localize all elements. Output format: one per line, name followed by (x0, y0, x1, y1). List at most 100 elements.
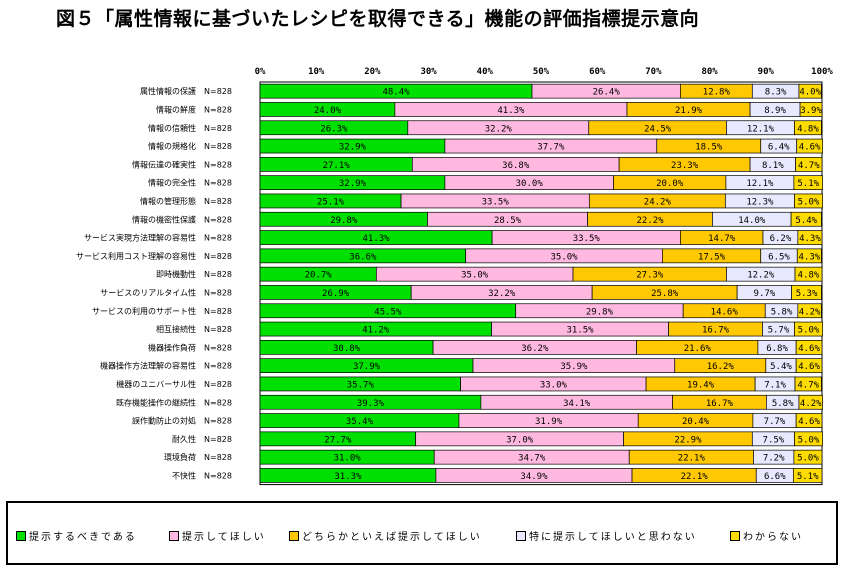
data-label: 30.8% (333, 344, 361, 354)
data-label: 14.7% (708, 234, 736, 244)
category-label: 不快性 N=828 (172, 470, 232, 480)
data-label: 4.2% (800, 399, 822, 409)
data-label: 26.4% (593, 88, 621, 98)
data-label: 41.2% (362, 326, 390, 336)
bar-segment (793, 449, 823, 465)
data-label: 6.8% (766, 344, 788, 354)
data-label: 37.7% (537, 143, 565, 153)
data-label: 6.6% (764, 472, 786, 482)
legend-label: 提示してほしい (182, 532, 266, 543)
data-label: 34.9% (520, 472, 548, 482)
data-label: 35.9% (560, 362, 588, 372)
data-label: 33.0% (540, 380, 568, 390)
data-label: 16.2% (707, 362, 735, 372)
data-label: 7.5% (763, 435, 785, 445)
data-label: 26.9% (322, 289, 350, 299)
bar-segment (797, 230, 823, 245)
data-label: 5.4% (770, 362, 792, 372)
data-label: 28.5% (494, 216, 522, 226)
data-label: 4.3% (799, 252, 821, 262)
x-tick-label: 100% (811, 67, 833, 77)
data-label: 27.1% (323, 161, 351, 171)
data-label: 7.1% (764, 380, 786, 390)
data-label: 20.7% (305, 271, 333, 281)
data-label: 25.1% (317, 197, 345, 207)
bar-segment (797, 303, 822, 319)
legend-label: どちらかといえば提示してほしい (302, 532, 482, 543)
category-label: 誤作動防止の対処 N=828 (132, 416, 232, 426)
plot-frame (259, 81, 823, 486)
data-label: 6.4% (768, 143, 790, 153)
bar-segment (794, 431, 823, 447)
data-label: 14.6% (711, 307, 739, 317)
data-label: 35.7% (347, 380, 375, 390)
legend-swatch (16, 530, 26, 541)
data-label: 4.6% (798, 344, 820, 354)
data-label: 5.4% (795, 216, 817, 226)
x-tick-label: 90% (758, 67, 775, 77)
category-label: 情報の信頼性 N=828 (148, 123, 232, 133)
data-label: 23.3% (671, 161, 699, 171)
data-label: 32.2% (485, 124, 513, 134)
bar-segment (793, 175, 823, 190)
legend-item: 特に提示してほしいと思わない (516, 528, 697, 543)
x-tick-label: 30% (420, 67, 437, 77)
category-label: 情報の管理形態 N=828 (140, 196, 232, 206)
category-label: 耐久性 N=828 (172, 434, 232, 444)
data-label: 24.2% (644, 197, 672, 207)
data-label: 7.7% (764, 417, 786, 427)
data-label: 3.9% (800, 106, 822, 116)
legend-swatch (169, 530, 179, 541)
data-label: 8.3% (765, 88, 787, 98)
legend: 提示するべきである 提示してほしい どちらかといえば提示してほしい 特に提示してほしい… (6, 501, 838, 565)
data-label: 32.2% (488, 289, 516, 299)
data-label: 29.8% (586, 307, 614, 317)
data-label: 4.8% (798, 271, 820, 281)
data-label: 34.7% (518, 454, 546, 464)
bar-segment (792, 468, 823, 483)
data-label: 41.3% (497, 106, 525, 116)
data-label: 4.6% (798, 362, 820, 372)
data-label: 48.4% (382, 88, 410, 98)
data-label: 12.3% (746, 197, 774, 207)
bar-segment (794, 266, 823, 282)
data-label: 31.9% (535, 417, 563, 427)
data-label: 30.0% (516, 179, 544, 189)
data-label: 24.5% (644, 124, 672, 134)
data-label: 21.6% (684, 344, 712, 354)
data-label: 5.7% (768, 326, 790, 336)
bar-segment (796, 138, 823, 154)
category-label: 情報の機密性保護 N=828 (132, 214, 232, 224)
data-label: 24.0% (314, 106, 342, 116)
data-label: 21.9% (675, 106, 703, 116)
x-tick-label: 60% (589, 67, 606, 77)
data-label: 33.5% (573, 234, 601, 244)
data-label: 8.1% (762, 161, 784, 171)
data-label: 12.1% (747, 124, 775, 134)
legend-item: わからない (730, 528, 803, 543)
x-tick-label: 0% (255, 67, 266, 77)
data-label: 20.0% (656, 179, 684, 189)
data-label: 33.5% (482, 197, 510, 207)
category-label: サービス実現方法理解の容易性 N=828 (84, 233, 232, 243)
data-label: 39.3% (357, 399, 385, 409)
category-label: 情報の規格化 N=828 (148, 141, 232, 151)
category-label: サービス利用コスト理解の容易性 N=828 (76, 251, 232, 261)
data-label: 12.2% (747, 271, 775, 281)
data-label: 22.9% (674, 435, 702, 445)
legend-item: 提示してほしい (169, 528, 266, 543)
data-label: 35.0% (461, 271, 489, 281)
bar-segment (796, 248, 822, 264)
data-label: 16.7% (706, 399, 734, 409)
x-tick-label: 40% (477, 67, 494, 77)
data-label: 8.9% (764, 106, 786, 116)
category-label: 環境負荷 N=828 (164, 452, 232, 462)
data-label: 36.8% (502, 161, 530, 171)
bar-segment (795, 157, 823, 172)
data-label: 4.8% (797, 124, 819, 134)
category-label: 即時機動性 N=828 (156, 269, 232, 279)
data-label: 5.8% (771, 307, 793, 317)
bar-segment (791, 285, 822, 300)
data-label: 27.3% (636, 271, 664, 281)
category-label: 機器のユニバーサル性 N=828 (116, 379, 232, 389)
